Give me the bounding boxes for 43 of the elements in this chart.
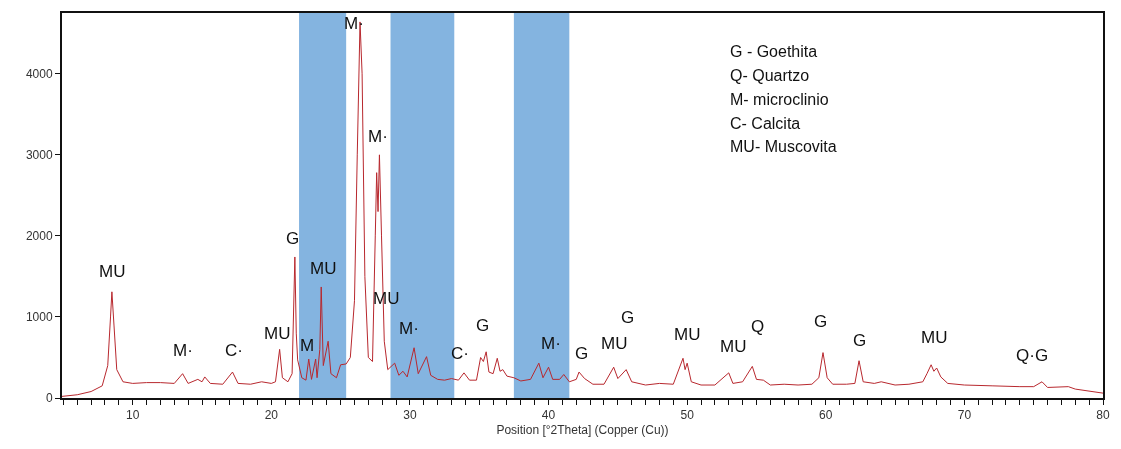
annotation: MU — [310, 259, 337, 278]
annotation: G — [853, 331, 867, 350]
annotation: MU — [99, 262, 126, 281]
y-tick-label: 0 — [45, 391, 53, 406]
y-tick-label: 2000 — [25, 229, 53, 244]
annotation: Q·G — [1016, 346, 1049, 365]
annotation: M· — [344, 14, 364, 33]
annotation: M· — [541, 334, 561, 353]
y-tick-label: 3000 — [25, 148, 53, 163]
annotation: Q — [751, 317, 765, 336]
annotation: MU — [674, 325, 701, 344]
annotation: MU — [264, 324, 291, 343]
y-tick-label: 4000 — [25, 66, 53, 81]
annotation: MU — [720, 337, 747, 356]
annotation: Q- Quartzo — [730, 67, 810, 84]
annotation: C· — [225, 341, 243, 360]
x-tick-label: 20 — [264, 408, 279, 423]
annotation: G — [286, 229, 300, 248]
x-tick-label: 10 — [126, 408, 140, 423]
annotation: G — [814, 312, 828, 331]
annotation: G - Goethita — [730, 43, 818, 60]
annotation: G — [476, 316, 490, 335]
annotation: M· — [368, 127, 388, 146]
annotation: G — [575, 344, 589, 363]
annotation: C· — [451, 344, 469, 363]
annotation: M- microclinio — [730, 91, 829, 108]
x-tick-label: 30 — [403, 408, 417, 423]
annotation: MU — [373, 289, 400, 308]
annotation: G — [621, 308, 635, 327]
x-tick-label: 70 — [957, 408, 972, 423]
x-tick-label: 40 — [541, 408, 556, 423]
annotation: MU- Muscovita — [730, 138, 837, 155]
annotation: MU — [601, 334, 628, 353]
x-tick-label: 60 — [819, 408, 833, 423]
annotation: MU — [921, 328, 948, 347]
annotation: M — [300, 336, 315, 355]
x-axis-title: Position [°2Theta] (Copper (Cu)) — [496, 422, 669, 437]
annotation: M· — [173, 341, 193, 360]
x-tick-label: 50 — [680, 408, 695, 423]
y-tick-label: 1000 — [25, 310, 53, 325]
x-tick-label: 80 — [1096, 408, 1110, 423]
annotation: C- Calcita — [730, 115, 801, 132]
annotation: M· — [399, 319, 419, 338]
